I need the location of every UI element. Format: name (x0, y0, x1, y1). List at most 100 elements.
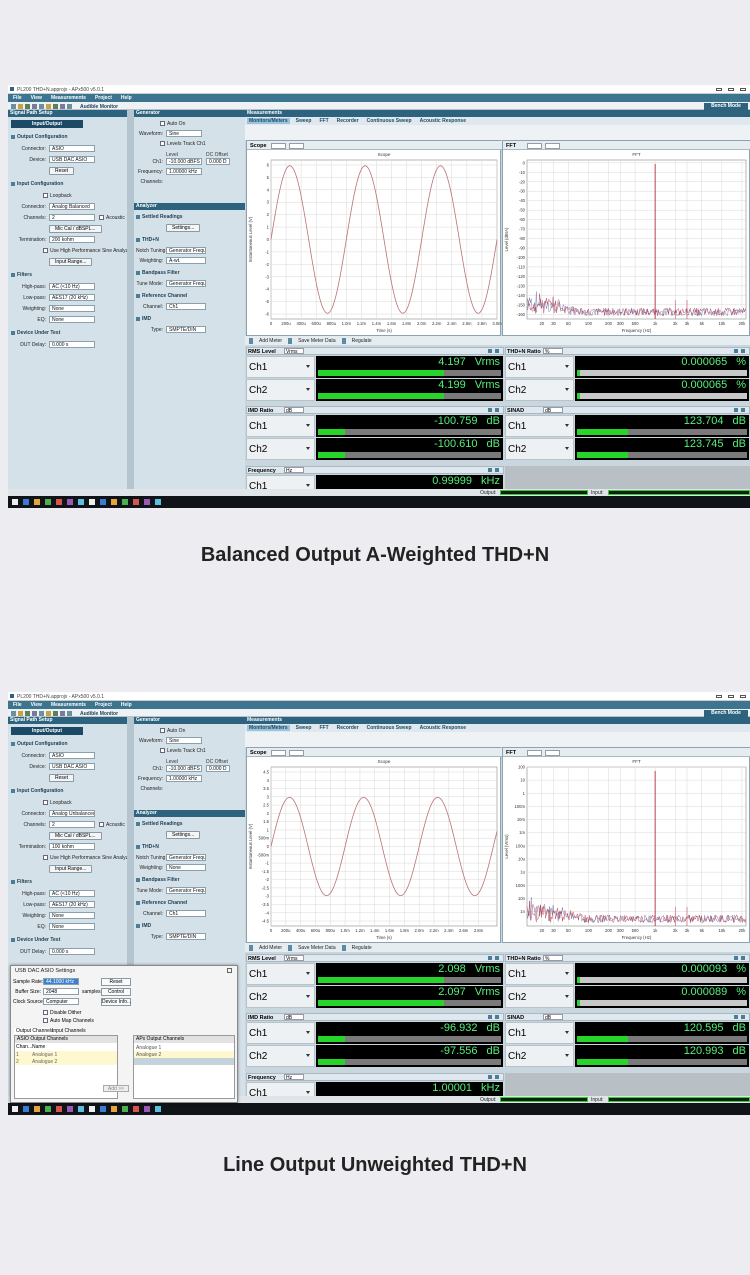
channel-arrow[interactable] (306, 365, 310, 368)
channel-arrow[interactable] (565, 995, 569, 998)
taskbar-icon[interactable] (111, 499, 117, 505)
checkbox[interactable] (43, 193, 48, 198)
taskbar-icon[interactable] (23, 1106, 29, 1112)
field-value[interactable]: 0.000 D (206, 158, 230, 165)
menu-item[interactable]: Project (94, 702, 112, 708)
field-value[interactable]: 0.000 D (206, 765, 230, 772)
field-value[interactable]: None (49, 912, 95, 919)
field-value[interactable]: AC (<10 Hz) (49, 283, 95, 290)
checkbox[interactable] (43, 1010, 48, 1015)
unit-dropdown[interactable]: Vrms (284, 955, 304, 962)
meter-icon[interactable] (741, 349, 745, 353)
toolbar-icon[interactable] (25, 710, 30, 716)
field-value[interactable]: None (49, 923, 95, 930)
checkbox[interactable] (43, 1018, 48, 1023)
button[interactable]: Mic Cal / dBSPL... (49, 225, 102, 233)
taskbar-icon[interactable] (12, 1106, 18, 1112)
field-value[interactable]: SMPTE/DIN (166, 933, 206, 940)
taskbar-icon[interactable] (12, 499, 18, 505)
checkbox[interactable] (99, 215, 104, 220)
field-value[interactable]: None (49, 305, 95, 312)
channel-arrow[interactable] (565, 972, 569, 975)
taskbar-icon[interactable] (78, 499, 84, 505)
channel-arrow[interactable] (306, 995, 310, 998)
channel-arrow[interactable] (565, 424, 569, 427)
channel-arrow[interactable] (306, 447, 310, 450)
channel-arrow[interactable] (565, 447, 569, 450)
checkbox[interactable] (160, 141, 165, 146)
taskbar-icon[interactable] (122, 499, 128, 505)
toolbar-button[interactable]: Save Meter Data (288, 337, 336, 344)
field-value[interactable]: None (49, 316, 95, 323)
checkbox[interactable] (43, 800, 48, 805)
field-value[interactable]: ASIO (49, 752, 95, 759)
menu-item[interactable]: Project (94, 95, 112, 101)
menu-item[interactable]: Measurements (50, 95, 86, 101)
field-value[interactable]: SMPTE/DIN (166, 326, 206, 333)
field-value[interactable]: Ch1 (166, 910, 206, 917)
field-value[interactable]: -10.000 dBFS (166, 158, 202, 165)
taskbar-icon[interactable] (56, 499, 62, 505)
meter-icon[interactable] (734, 956, 738, 960)
meter-icon[interactable] (741, 1015, 745, 1019)
taskbar-icon[interactable] (155, 499, 161, 505)
button[interactable]: Device Info... (101, 998, 132, 1006)
tab[interactable]: Acoustic Response (419, 118, 466, 124)
meter-icon[interactable] (488, 408, 492, 412)
button[interactable]: Mic Cal / dBSPL... (49, 832, 102, 840)
tab[interactable]: Continuous Sweep (366, 118, 412, 124)
button[interactable]: Settings... (166, 224, 201, 232)
field-value[interactable]: AES17 (20 kHz) (49, 901, 95, 908)
field-value[interactable]: AES17 (20 kHz) (49, 294, 95, 301)
taskbar-icon[interactable] (23, 499, 29, 505)
taskbar-icon[interactable] (56, 1106, 62, 1112)
toolbar-icon[interactable] (39, 103, 44, 109)
checkbox[interactable] (99, 822, 104, 827)
menu-item[interactable]: File (13, 95, 22, 101)
dropdown[interactable] (289, 142, 304, 149)
meter-icon[interactable] (488, 1075, 492, 1079)
taskbar-icon[interactable] (122, 1106, 128, 1112)
checkbox[interactable] (43, 248, 48, 253)
menu-item[interactable]: Help (120, 95, 132, 101)
taskbar-icon[interactable] (144, 1106, 150, 1112)
unit-dropdown[interactable]: % (543, 348, 563, 355)
menu-item[interactable]: View (30, 95, 42, 101)
menu-item[interactable]: File (13, 702, 22, 708)
toolbar-button[interactable]: Regulate (341, 337, 372, 344)
window-control[interactable] (740, 695, 746, 698)
button[interactable]: Reset (49, 167, 75, 175)
field-value[interactable]: 44.1000 kHz (43, 978, 79, 985)
bench-button[interactable]: Bench Mode (704, 710, 748, 717)
unit-dropdown[interactable]: dB (284, 1014, 304, 1021)
dialog-close[interactable] (227, 968, 232, 973)
toolbar-icon[interactable] (18, 103, 23, 109)
field-value[interactable]: Generator Freque (166, 887, 206, 894)
field-value[interactable]: 0.000 s (49, 948, 95, 955)
meter-icon[interactable] (495, 1075, 499, 1079)
window-control[interactable] (728, 695, 734, 698)
checkbox[interactable] (160, 748, 165, 753)
dropdown[interactable] (545, 749, 560, 756)
meter-icon[interactable] (495, 1015, 499, 1019)
field-value[interactable]: 100 kohm (49, 843, 95, 850)
toolbar-icon[interactable] (39, 710, 44, 716)
field-value[interactable]: 200 kohm (49, 236, 95, 243)
field-value[interactable]: Computer (43, 998, 79, 1005)
field-value[interactable]: 0.000 s (49, 341, 95, 348)
field-value[interactable]: 2 (49, 821, 95, 828)
unit-dropdown[interactable]: dB (543, 407, 563, 414)
taskbar-icon[interactable] (144, 499, 150, 505)
field-value[interactable]: 2 (49, 214, 95, 221)
field-value[interactable]: Generator Freque (166, 854, 206, 861)
toolbar-icon[interactable] (53, 710, 58, 716)
button[interactable]: Control (101, 988, 131, 996)
field-value[interactable]: Generator Freque (166, 247, 206, 254)
meter-icon[interactable] (495, 956, 499, 960)
dropdown[interactable] (289, 749, 304, 756)
taskbar-icon[interactable] (100, 1106, 106, 1112)
tab[interactable]: Monitors/Meters (247, 725, 290, 731)
meter-icon[interactable] (734, 349, 738, 353)
tab[interactable]: Output Channels (14, 1028, 56, 1034)
field-value[interactable]: USB DAC ASIO (49, 763, 95, 770)
